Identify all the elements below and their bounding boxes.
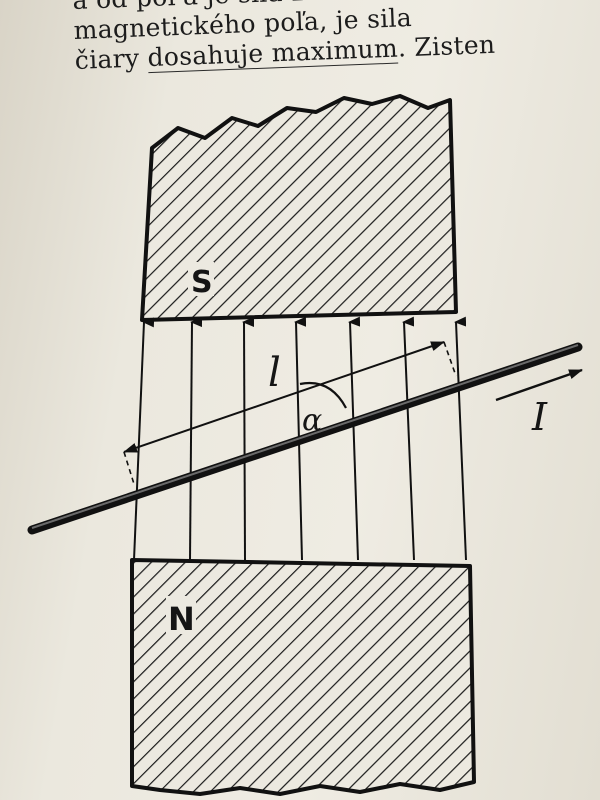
length-dimension-line — [123, 341, 445, 453]
length-label: l — [268, 350, 281, 396]
field-line — [348, 316, 361, 561]
field-line — [454, 316, 467, 561]
north-label-bg — [166, 596, 196, 634]
field-line — [133, 317, 155, 561]
current-arrow — [495, 368, 583, 402]
field-line — [189, 317, 203, 561]
conductor-wire — [27, 342, 583, 535]
angle-arc — [299, 381, 347, 409]
north-pole-block — [130, 558, 476, 796]
south-pole-block — [140, 94, 458, 322]
current-label: I — [531, 395, 548, 439]
length-extension-left — [123, 451, 135, 485]
south-pole-label: S — [191, 265, 213, 300]
field-line — [242, 316, 255, 561]
south-label-bg — [188, 262, 214, 296]
north-pole-label: N — [168, 600, 195, 638]
length-extension-right — [443, 341, 457, 377]
field-line — [402, 316, 415, 561]
angle-label: α — [302, 403, 322, 438]
